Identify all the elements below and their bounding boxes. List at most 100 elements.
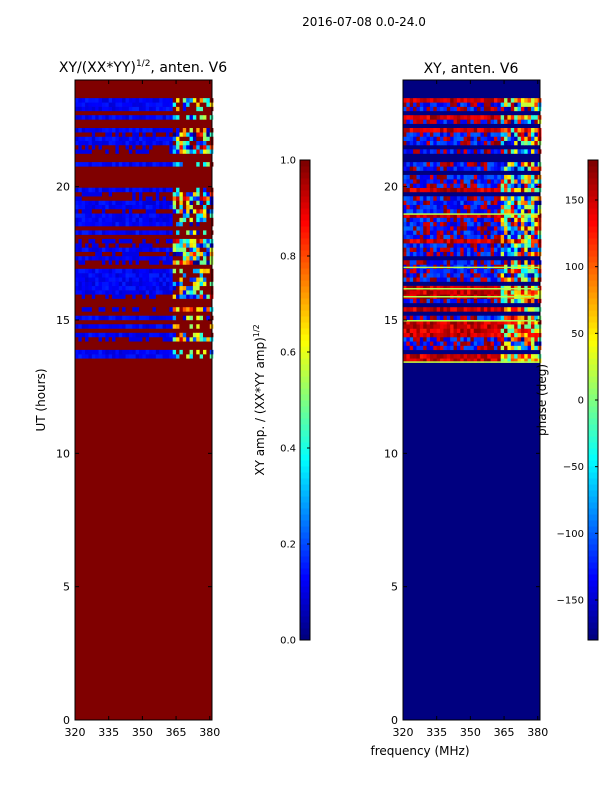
heatmap-cell	[81, 294, 86, 299]
heatmap-cell	[436, 243, 441, 248]
heatmap-cell	[534, 200, 539, 205]
heatmap-cell	[78, 230, 83, 235]
heatmap-cell	[531, 102, 535, 107]
heatmap-cell	[527, 162, 532, 167]
heatmap-cell	[172, 324, 177, 329]
heatmap-cell	[456, 324, 461, 329]
heatmap-cell	[75, 260, 79, 265]
heatmap-cell	[531, 106, 535, 112]
heatmap-cell	[517, 354, 522, 359]
heatmap-cell	[88, 230, 93, 235]
heatmap-cell	[75, 285, 79, 291]
heatmap-cell	[142, 132, 147, 137]
heatmap-cell	[122, 349, 126, 355]
heatmap-cell	[155, 349, 160, 355]
heatmap-cell	[433, 337, 437, 342]
heatmap-cell	[497, 213, 501, 218]
heatmap-cell	[443, 119, 448, 124]
heatmap-cell	[500, 358, 505, 363]
colorbar-segment	[300, 280, 310, 287]
heatmap-cell	[534, 217, 539, 223]
heatmap-cell	[429, 200, 434, 205]
heatmap-cell	[483, 298, 488, 304]
heatmap-cell	[450, 238, 454, 244]
heatmap-cell	[534, 273, 539, 278]
heatmap-cell	[440, 187, 444, 193]
heatmap-cell	[132, 281, 136, 287]
heatmap-cell	[159, 238, 163, 244]
heatmap-cell	[189, 273, 194, 278]
heatmap-cell	[460, 307, 464, 312]
colorbar-segment	[300, 538, 310, 545]
heatmap-cell	[493, 98, 498, 103]
heatmap-cell	[436, 268, 441, 274]
colorbar-tick-label: 150	[565, 196, 584, 207]
heatmap-cell	[112, 200, 116, 205]
heatmap-cell	[433, 268, 437, 274]
heatmap-cell	[139, 354, 143, 359]
heatmap-cell	[446, 260, 451, 265]
heatmap-cell	[510, 136, 515, 141]
heatmap-cell	[514, 140, 518, 146]
heatmap-cell	[78, 102, 83, 107]
heatmap-cell	[460, 221, 464, 227]
heatmap-cell	[112, 260, 116, 265]
heatmap-cell	[470, 106, 475, 112]
heatmap-cell	[514, 251, 518, 257]
heatmap-cell	[413, 328, 417, 333]
heatmap-cell	[483, 128, 488, 133]
heatmap-cell	[88, 209, 93, 214]
heatmap-cell	[527, 345, 532, 351]
heatmap-cell	[490, 213, 495, 218]
heatmap-cell	[85, 230, 89, 235]
heatmap-cell	[192, 273, 197, 278]
heatmap-cell	[487, 209, 491, 214]
heatmap-cell	[429, 115, 434, 120]
heatmap-cell	[517, 200, 522, 205]
heatmap-cell	[429, 307, 434, 312]
heatmap-cell	[206, 217, 211, 223]
heatmap-cell	[409, 149, 414, 154]
heatmap-cell	[520, 128, 525, 133]
heatmap-cell	[446, 128, 451, 133]
heatmap-cell	[128, 196, 133, 201]
heatmap-cell	[500, 136, 505, 141]
heatmap-cell	[473, 174, 478, 180]
heatmap-cell	[507, 358, 512, 363]
heatmap-cell	[419, 332, 424, 338]
heatmap-cell	[162, 128, 167, 133]
colorbar-segment	[588, 622, 598, 629]
heatmap-cell	[450, 341, 454, 346]
heatmap-cell	[477, 307, 481, 312]
heatmap-cell	[98, 315, 103, 321]
heatmap-cell	[429, 213, 434, 218]
heatmap-cell	[514, 119, 518, 124]
heatmap-cell	[139, 196, 143, 201]
heatmap-cell	[409, 217, 414, 223]
heatmap-cell	[165, 238, 170, 244]
heatmap-cell	[176, 277, 180, 282]
heatmap-cell	[206, 162, 211, 167]
plot-frame	[74, 79, 213, 721]
heatmap-cell	[440, 119, 444, 124]
heatmap-cell	[101, 349, 106, 355]
heatmap-cell	[419, 132, 424, 137]
heatmap-cell	[480, 149, 485, 154]
heatmap-cell	[483, 358, 488, 363]
heatmap-cell	[169, 115, 173, 120]
heatmap-cell	[446, 324, 451, 329]
heatmap-cell	[446, 243, 451, 248]
heatmap-cell	[456, 341, 461, 346]
heatmap-cell	[165, 307, 170, 312]
heatmap-cell	[467, 345, 471, 351]
colorbar-segment	[588, 292, 598, 299]
heatmap-cell	[135, 132, 140, 137]
heatmap-cell	[460, 200, 464, 205]
heatmap-cell	[490, 196, 495, 201]
heatmap-cell	[433, 277, 437, 282]
heatmap-cell	[490, 132, 495, 137]
heatmap-cell	[500, 230, 505, 235]
heatmap-cell	[453, 273, 458, 278]
heatmap-cell	[450, 251, 454, 257]
heatmap-cell	[105, 324, 109, 329]
